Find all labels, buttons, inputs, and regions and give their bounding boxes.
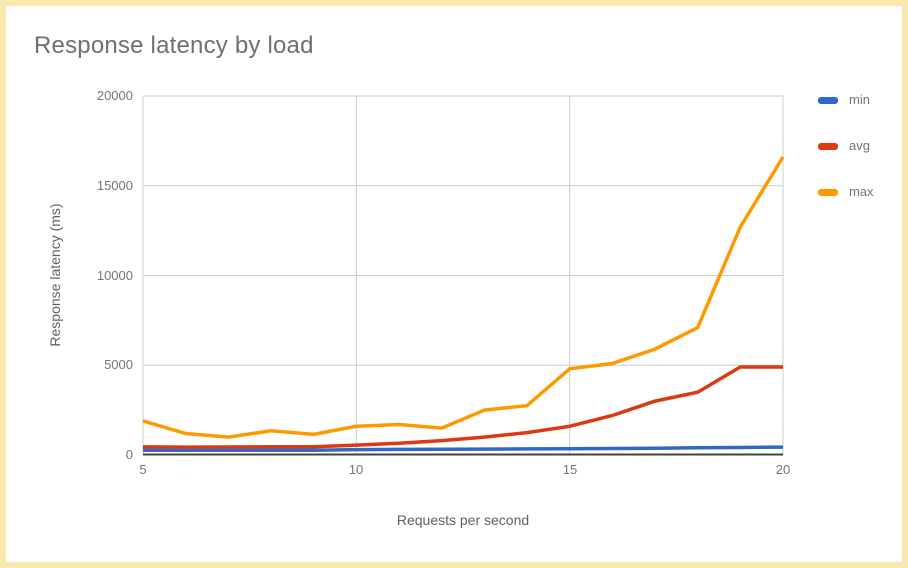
y-tick-5000: 5000 — [104, 357, 133, 372]
y-tick-10000: 10000 — [96, 268, 133, 283]
chart-card: Response latency by load Response latenc… — [6, 6, 902, 562]
x-tick-20: 20 — [775, 462, 791, 477]
legend-swatch-avg — [818, 142, 838, 150]
legend-label-avg: avg — [849, 138, 870, 153]
series-line-min — [143, 445, 784, 453]
legend-item-avg: avg — [818, 139, 874, 153]
legend-swatch-min — [818, 96, 838, 104]
chart-legend: min avg max — [818, 93, 874, 231]
x-axis-title: Requests per second — [396, 512, 530, 528]
legend-swatch-max — [818, 188, 838, 196]
y-tick-20000: 20000 — [96, 88, 133, 103]
y-tick-0: 0 — [125, 447, 133, 462]
legend-label-min: min — [849, 92, 870, 107]
series-line-avg — [142, 365, 783, 449]
plot-area — [142, 95, 785, 456]
y-tick-15000: 15000 — [96, 178, 133, 193]
series-line-max — [142, 156, 785, 439]
x-tick-15: 15 — [562, 462, 578, 477]
legend-item-max: max — [818, 185, 874, 199]
x-tick-5: 5 — [139, 462, 147, 477]
x-tick-10: 10 — [348, 462, 364, 477]
legend-item-min: min — [818, 93, 874, 107]
y-axis-title: Response latency (ms) — [47, 203, 63, 347]
legend-label-max: max — [849, 184, 874, 199]
chart-title: Response latency by load — [34, 32, 314, 59]
